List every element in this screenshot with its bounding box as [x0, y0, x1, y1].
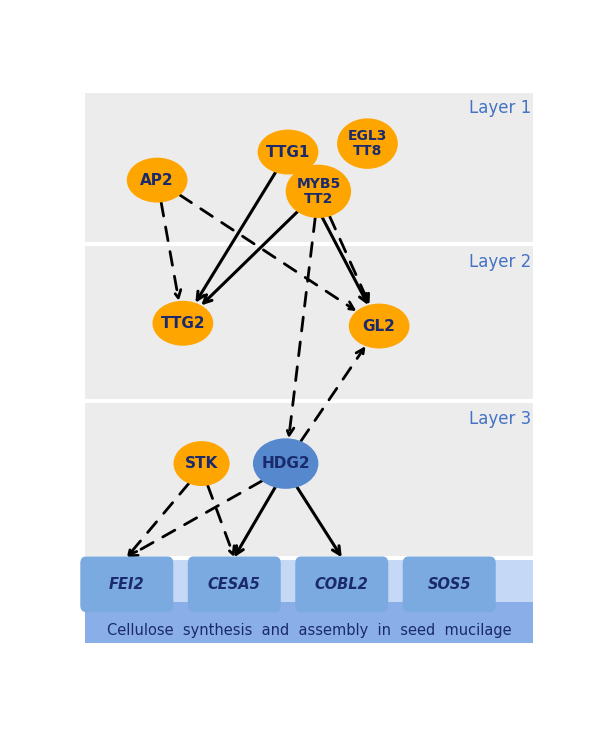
Ellipse shape — [153, 301, 213, 346]
FancyArrowPatch shape — [286, 218, 315, 435]
FancyBboxPatch shape — [84, 93, 534, 242]
Text: Layer 1: Layer 1 — [469, 98, 531, 117]
FancyArrowPatch shape — [301, 348, 364, 441]
FancyArrowPatch shape — [330, 217, 368, 302]
FancyArrowPatch shape — [299, 173, 367, 302]
FancyArrowPatch shape — [207, 486, 234, 554]
FancyArrowPatch shape — [204, 211, 297, 303]
Text: CESA5: CESA5 — [208, 577, 260, 592]
FancyBboxPatch shape — [403, 556, 496, 612]
Text: TTG2: TTG2 — [160, 316, 205, 331]
FancyArrowPatch shape — [197, 173, 276, 300]
Ellipse shape — [286, 165, 351, 218]
Text: EGL3
TT8: EGL3 TT8 — [348, 129, 387, 158]
Ellipse shape — [257, 130, 318, 174]
FancyArrowPatch shape — [236, 488, 275, 554]
Text: FEI2: FEI2 — [109, 577, 145, 592]
FancyBboxPatch shape — [80, 556, 173, 612]
FancyArrowPatch shape — [161, 203, 181, 298]
FancyBboxPatch shape — [84, 601, 534, 643]
Text: HDG2: HDG2 — [261, 456, 310, 471]
Text: MYB5
TT2: MYB5 TT2 — [296, 176, 341, 206]
FancyBboxPatch shape — [84, 246, 534, 399]
Text: Cellulose  synthesis  and  assembly  in  seed  mucilage: Cellulose synthesis and assembly in seed… — [107, 623, 511, 639]
FancyBboxPatch shape — [295, 556, 388, 612]
Text: TTG1: TTG1 — [266, 144, 310, 160]
FancyBboxPatch shape — [188, 556, 281, 612]
Ellipse shape — [349, 303, 409, 348]
Text: STK: STK — [185, 456, 218, 471]
Text: Layer 2: Layer 2 — [469, 253, 531, 271]
Ellipse shape — [337, 118, 398, 169]
FancyArrowPatch shape — [129, 483, 189, 555]
Ellipse shape — [174, 441, 230, 486]
FancyBboxPatch shape — [84, 403, 534, 556]
FancyBboxPatch shape — [84, 560, 534, 601]
Text: GL2: GL2 — [362, 319, 396, 334]
FancyArrowPatch shape — [297, 487, 340, 555]
Ellipse shape — [253, 438, 318, 489]
Text: COBL2: COBL2 — [315, 577, 368, 592]
FancyArrowPatch shape — [180, 195, 354, 309]
Ellipse shape — [127, 157, 188, 203]
Text: SOS5: SOS5 — [428, 577, 471, 592]
Text: Layer 3: Layer 3 — [469, 410, 531, 428]
FancyArrowPatch shape — [130, 481, 262, 555]
Text: AP2: AP2 — [140, 173, 174, 187]
